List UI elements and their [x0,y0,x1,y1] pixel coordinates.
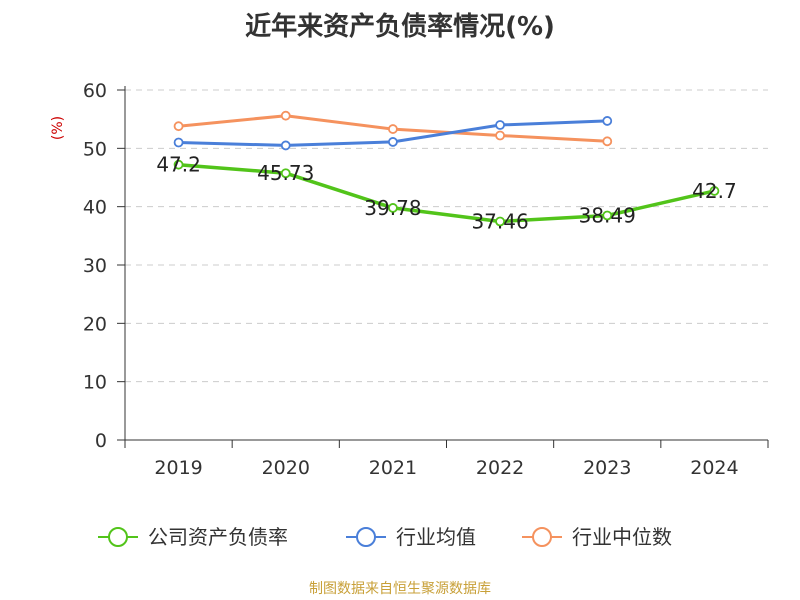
x-tick-label: 2019 [154,457,202,479]
x-tick-label: 2023 [583,457,631,479]
y-tick-label: 40 [83,197,107,219]
data-point [495,120,505,130]
y-tick-label: 60 [83,80,107,102]
data-point [709,186,720,196]
data-point [280,110,291,121]
data-label: 38.49 [579,203,636,227]
y-tick-label: 10 [83,372,107,394]
data-point [388,203,398,213]
data-point [495,130,505,141]
x-tick-label: 2021 [369,457,417,479]
legend-marker [532,527,552,547]
data-label: 39.78 [364,196,421,220]
y-tick-label: 0 [95,430,107,452]
data-label-layer: 47.2 45.73 39.78 37.46 38.49 42.7 [156,153,736,234]
chart-title: 近年来资产负债率情况(%) [245,12,555,42]
y-tick-label: 20 [83,313,107,335]
legend-item-2: 行业中位数 [522,525,672,549]
data-point [495,216,505,227]
data-label: 37.46 [471,209,528,233]
data-label: 45.73 [257,161,314,185]
data-point [173,137,184,148]
data-point [388,137,398,147]
legend-marker [108,527,128,547]
legend-item-1: 行业均值 [346,525,476,549]
y-tick-label: 50 [83,138,107,160]
legend: 公司资产负债率 行业均值 行业中位数 [98,525,672,549]
y-tick-label: 30 [83,255,107,277]
legend-label: 公司资产负债率 [148,525,288,549]
legend-label: 行业中位数 [572,525,672,549]
data-point [388,124,398,134]
data-point [602,136,613,147]
data-point [280,168,291,179]
legend-marker [356,527,376,547]
data-label: 42.7 [692,179,737,203]
data-point [173,121,184,132]
x-tick-label: 2024 [690,457,738,479]
y-axis-label: (%) [50,116,66,140]
data-point [602,116,613,126]
data-point [602,210,613,221]
legend-item-0: 公司资产负债率 [98,525,288,549]
series-layer [173,110,720,227]
x-tick-label: 2020 [262,457,310,479]
data-point [280,140,291,151]
axis-layer: 0 10 20 30 40 50 60 2019 2020 2021 2022 2023 2024 (%) [50,80,769,479]
x-tick-label: 2022 [476,457,524,479]
series-line-0 [176,162,717,224]
data-point [173,159,184,170]
data-label: 47.2 [156,153,201,177]
legend-label: 行业均值 [396,525,476,549]
grid-layer [125,89,768,383]
source-note: 制图数据来自恒生聚源数据库 [309,581,491,597]
